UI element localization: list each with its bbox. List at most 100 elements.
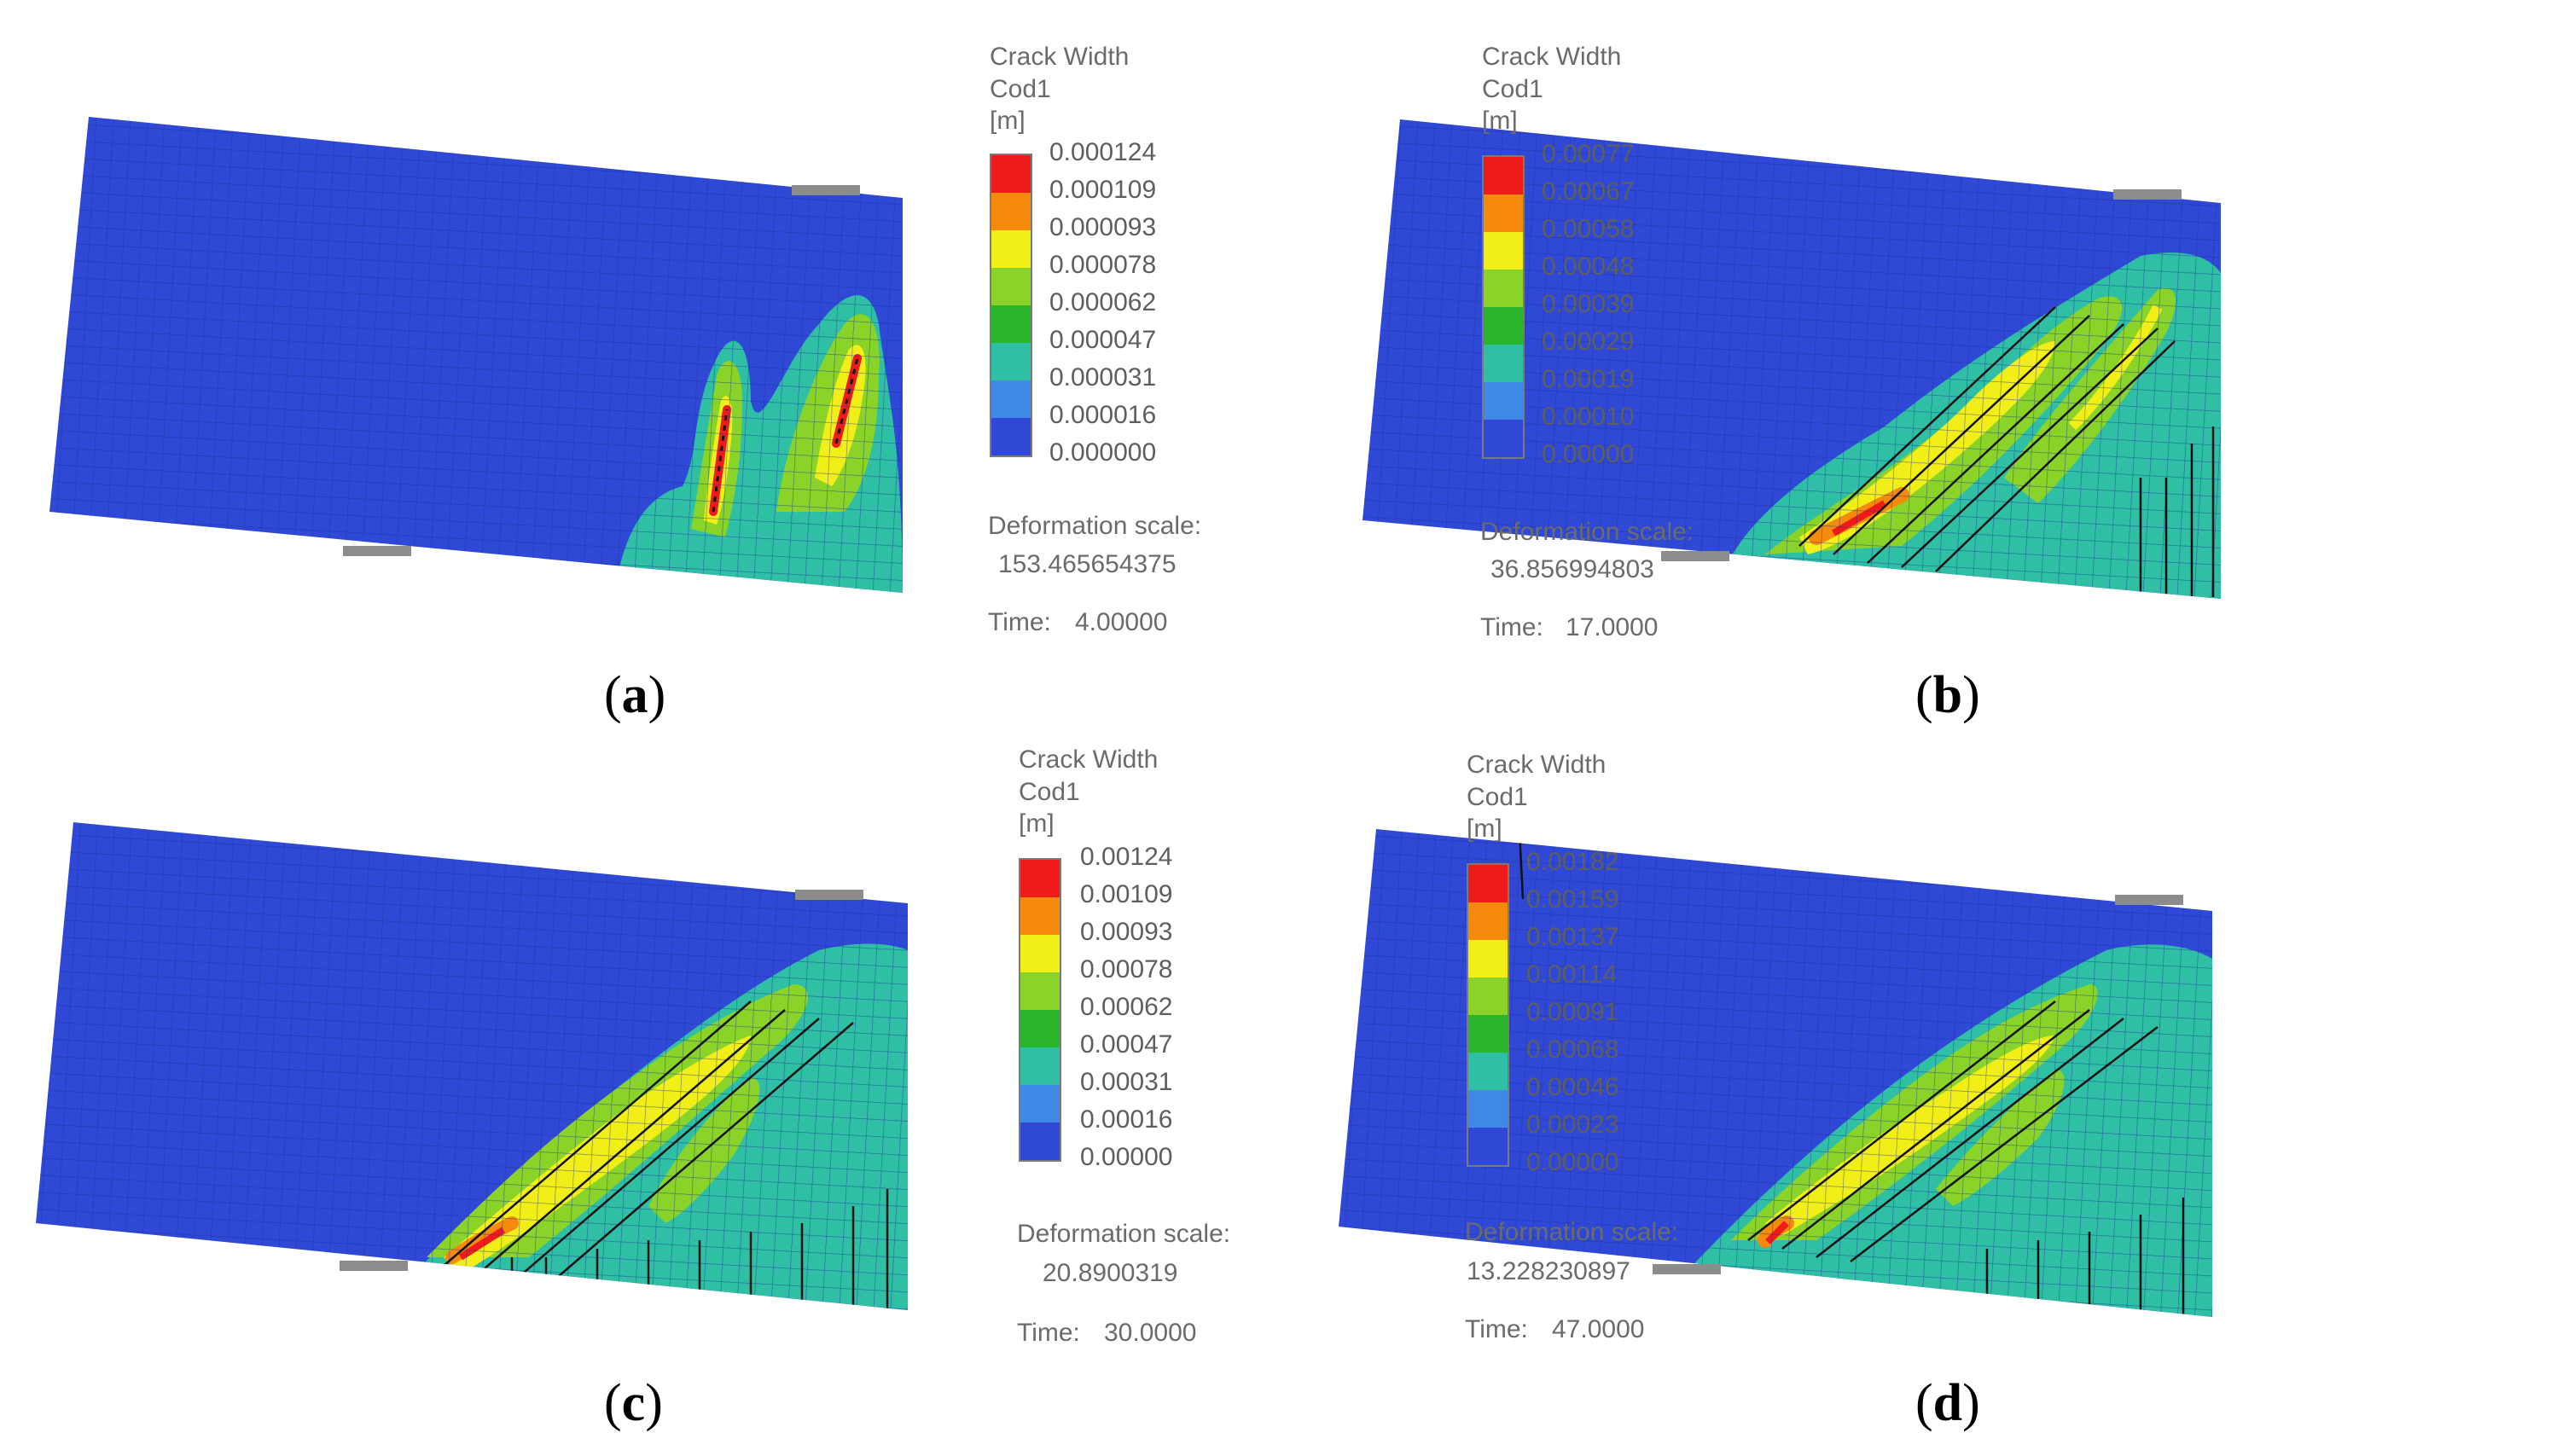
- scale-tick: 0.00039: [1542, 290, 1635, 318]
- color-scale-bar: [1482, 155, 1525, 459]
- legend-component: Cod1: [1467, 782, 1528, 811]
- panel-caption: (a): [604, 666, 666, 724]
- color-scale-segment: [1484, 420, 1523, 457]
- panel-caption: (b): [1915, 666, 1980, 724]
- legend-component: Cod1: [1482, 74, 1543, 103]
- scale-tick: 0.00029: [1542, 328, 1635, 356]
- color-scale-segment: [1020, 935, 1060, 972]
- scale-tick: 0.00010: [1542, 403, 1635, 431]
- color-scale-segment: [991, 305, 1031, 343]
- time-value: 30.0000: [1104, 1319, 1197, 1347]
- scale-tick: 0.00124: [1080, 843, 1173, 871]
- color-scale-segment: [1484, 157, 1523, 194]
- scale-tick: 0.000000: [1049, 438, 1157, 467]
- legend-unit: [m]: [990, 107, 1026, 135]
- deformation-scale-value: 13.228230897: [1467, 1257, 1630, 1285]
- fea-contour-plot: [1363, 119, 2221, 599]
- panel-caption: (c): [604, 1374, 663, 1432]
- legend: Crack Width Cod1 [m]: [990, 41, 1129, 137]
- fea-contour-plot: [49, 117, 903, 593]
- scale-tick: 0.00109: [1080, 880, 1173, 908]
- color-scale-segment: [1468, 902, 1508, 940]
- legend: Crack Width Cod1 [m]: [1019, 744, 1158, 840]
- scale-tick: 0.000109: [1049, 176, 1157, 204]
- color-scale-segment: [1484, 194, 1523, 232]
- time-value: 17.0000: [1566, 613, 1659, 641]
- color-scale-segment: [1468, 865, 1508, 902]
- color-scale-segment: [991, 268, 1031, 305]
- time-label: Time:: [1017, 1319, 1080, 1347]
- legend-quantity: Crack Width: [1019, 745, 1159, 774]
- deformation-scale-label: Deformation scale:: [1480, 518, 1694, 546]
- scale-tick: 0.00078: [1080, 955, 1173, 983]
- color-scale-segment: [1484, 270, 1523, 307]
- scale-tick: 0.00000: [1080, 1143, 1173, 1171]
- color-scale-segment: [991, 155, 1031, 193]
- color-scale-segment: [991, 230, 1031, 268]
- color-scale-segment: [991, 343, 1031, 380]
- panel-d: Crack Width Cod1 [m] 0.00182 0.00159 0.0…: [1287, 728, 2574, 1456]
- color-scale-segment: [1468, 1128, 1508, 1165]
- scale-tick: 0.00000: [1542, 440, 1635, 468]
- legend-unit: [m]: [1482, 107, 1518, 135]
- deformation-scale-value: 20.8900319: [1043, 1259, 1178, 1287]
- scale-tick: 0.000031: [1049, 363, 1157, 392]
- scale-tick: 0.00091: [1526, 998, 1619, 1026]
- legend-unit: [m]: [1019, 809, 1055, 838]
- scale-tick: 0.00159: [1526, 885, 1619, 914]
- color-scale-segment: [1020, 1122, 1060, 1160]
- scale-tick: 0.000062: [1049, 288, 1157, 316]
- panel-caption-letter: a: [621, 666, 648, 724]
- legend-title: Crack Width Cod1 [m]: [1467, 749, 1606, 845]
- legend: Crack Width Cod1 [m]: [1467, 749, 1606, 845]
- color-scale-segment: [1484, 307, 1523, 345]
- scale-tick: 0.00023: [1526, 1111, 1619, 1139]
- color-scale-segment: [1468, 1090, 1508, 1128]
- deformation-scale-value: 153.465654375: [998, 550, 1177, 578]
- scale-tick: 0.00114: [1526, 960, 1618, 989]
- time-value: 47.0000: [1552, 1315, 1645, 1343]
- legend-quantity: Crack Width: [990, 43, 1130, 71]
- color-scale-segment: [1020, 1047, 1060, 1085]
- time-label: Time:: [988, 608, 1051, 636]
- time-value: 4.00000: [1075, 608, 1168, 636]
- color-scale-segment: [1020, 1085, 1060, 1122]
- scale-tick: 0.00031: [1080, 1068, 1173, 1096]
- scale-tick: 0.00046: [1526, 1073, 1619, 1101]
- scale-tick: 0.00093: [1080, 918, 1173, 946]
- panel-caption: (d): [1915, 1374, 1980, 1432]
- legend-title: Crack Width Cod1 [m]: [1482, 41, 1621, 137]
- scale-tick: 0.00182: [1526, 848, 1619, 876]
- color-scale-segment: [991, 380, 1031, 418]
- legend-title: Crack Width Cod1 [m]: [1019, 744, 1158, 840]
- scale-tick: 0.00062: [1080, 993, 1173, 1021]
- color-scale-segment: [1468, 977, 1508, 1015]
- color-scale-segment: [991, 193, 1031, 230]
- scale-tick: 0.000016: [1049, 401, 1157, 429]
- scale-tick: 0.000093: [1049, 213, 1157, 241]
- legend-quantity: Crack Width: [1467, 751, 1607, 779]
- color-scale-segment: [1020, 897, 1060, 935]
- color-scale-segment: [991, 418, 1031, 455]
- color-scale-segment: [1484, 232, 1523, 270]
- panel-caption-letter: d: [1932, 1374, 1963, 1432]
- legend-title: Crack Width Cod1 [m]: [990, 41, 1129, 137]
- scale-tick: 0.00048: [1542, 252, 1635, 281]
- color-scale-bar: [1019, 858, 1061, 1162]
- color-scale-segment: [1020, 1010, 1060, 1047]
- panel-a: Crack Width Cod1 [m] 0.000124 0.000109 0…: [0, 0, 1287, 728]
- color-scale-segment: [1020, 972, 1060, 1010]
- scale-tick: 0.00047: [1080, 1030, 1173, 1059]
- deformation-scale-label: Deformation scale:: [988, 512, 1202, 540]
- color-scale-segment: [1468, 940, 1508, 977]
- panel-caption-letter: b: [1932, 666, 1963, 724]
- scale-tick: 0.00058: [1542, 215, 1635, 243]
- legend-component: Cod1: [1019, 777, 1080, 806]
- legend: Crack Width Cod1 [m]: [1482, 41, 1621, 137]
- legend-component: Cod1: [990, 74, 1051, 103]
- legend-unit: [m]: [1467, 815, 1502, 843]
- panel-b: Crack Width Cod1 [m] 0.00077 0.00067 0.0…: [1287, 0, 2574, 728]
- scale-tick: 0.00067: [1542, 177, 1635, 206]
- color-scale-segment: [1020, 860, 1060, 897]
- color-scale-segment: [1468, 1015, 1508, 1053]
